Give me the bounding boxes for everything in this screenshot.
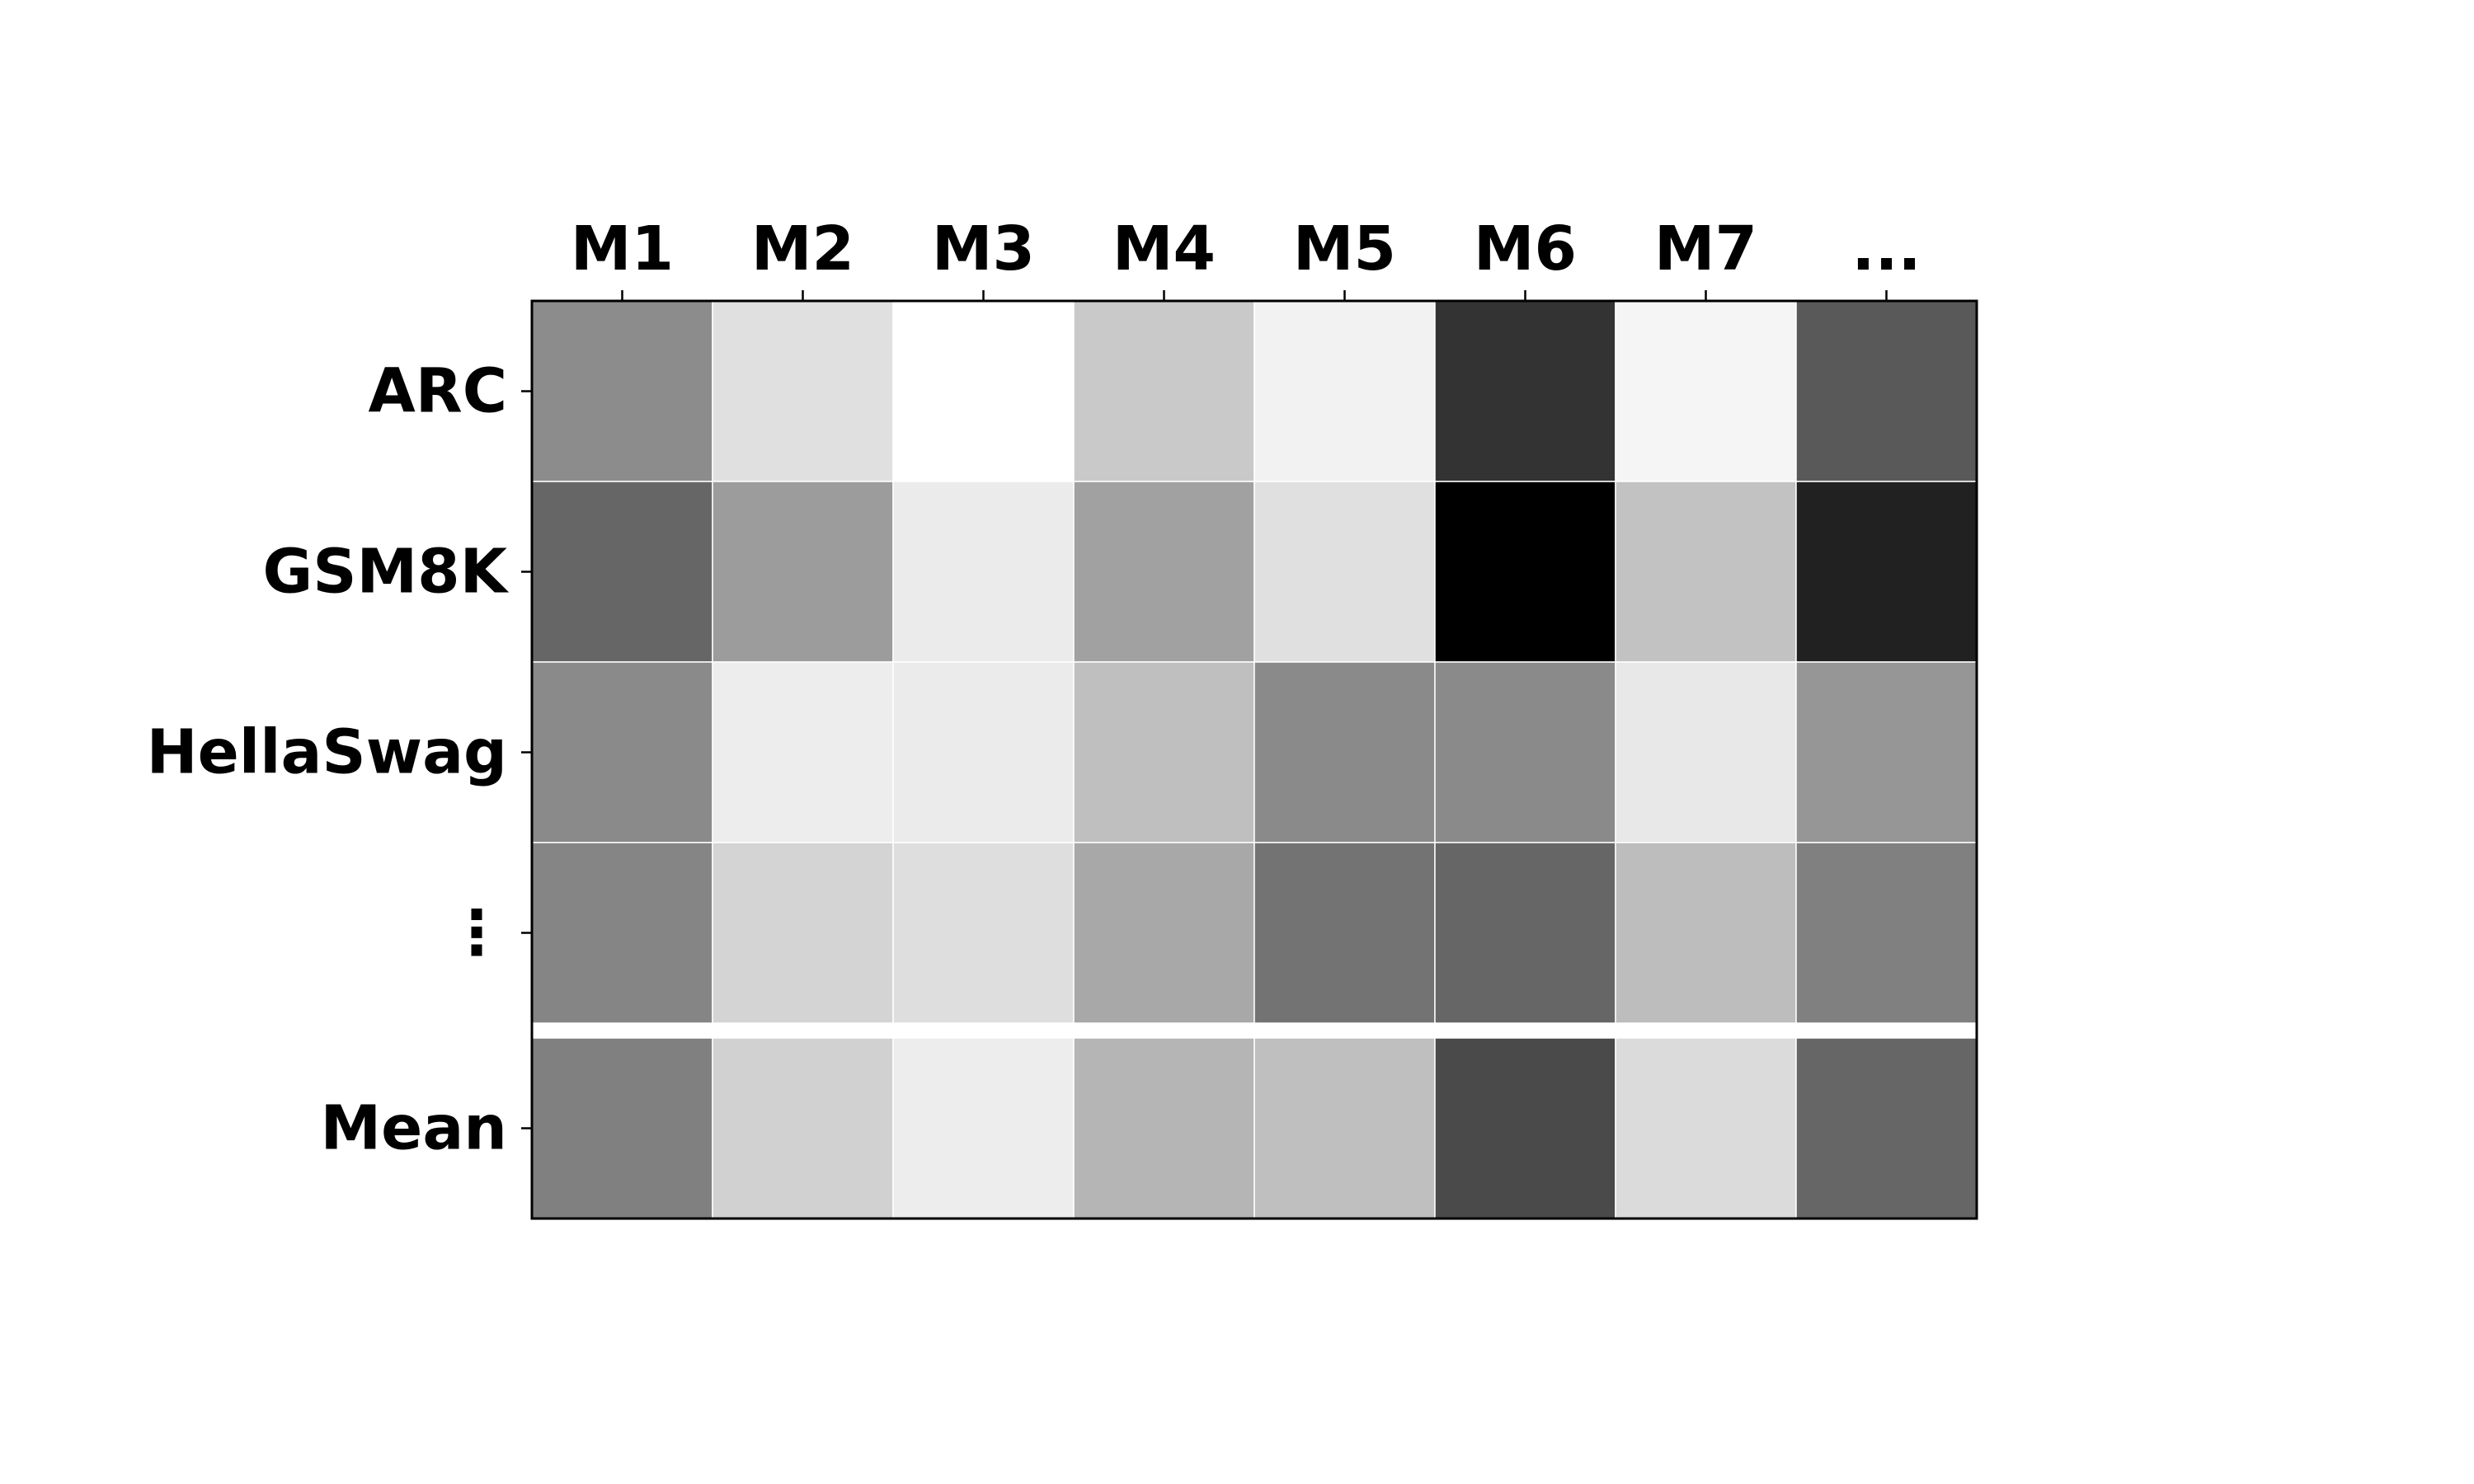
- heatmap-cell-r2-c3: [1073, 661, 1255, 843]
- heatmap-cell-r1-c0: [531, 481, 713, 663]
- heatmap-cell-r0-c6: [1615, 300, 1797, 482]
- heatmap-cell-r2-c4: [1253, 661, 1436, 843]
- heatmap-cell-r4-c1: [712, 1037, 894, 1219]
- heatmap-cell-r1-c6: [1615, 481, 1797, 663]
- heatmap-cell-r4-c3: [1073, 1037, 1255, 1219]
- heatmap-cell-r3-c0: [531, 842, 713, 1024]
- plot-frame: [530, 299, 1978, 1220]
- heatmap-cell-r3-c1: [712, 842, 894, 1024]
- heatmap-cell-r1-c5: [1434, 481, 1616, 663]
- heatmap-cell-r0-c7: [1795, 300, 1978, 482]
- heatmap-cell-r4-c5: [1434, 1037, 1616, 1219]
- plot-border: [530, 299, 1978, 1220]
- heatmap-cell-r2-c2: [892, 661, 1075, 843]
- x-tick-label: M4: [1112, 214, 1216, 284]
- heatmap-cell-r2-c0: [531, 661, 713, 843]
- heatmap-cell-r4-c0: [531, 1037, 713, 1219]
- x-tick-label: M5: [1293, 214, 1396, 284]
- heatmap-cell-r1-c4: [1253, 481, 1436, 663]
- y-tick-label: HellaSwag: [147, 717, 507, 788]
- heatmap-cell-r0-c0: [531, 300, 713, 482]
- heatmap-cell-r2-c6: [1615, 661, 1797, 843]
- heatmap-cell-r3-c7: [1795, 842, 1978, 1024]
- y-axis-ticks: ARC GSM8K HellaSwag ⋮ Mean: [147, 356, 532, 1164]
- heatmap-cell-r2-c7: [1795, 661, 1978, 843]
- heatmap-cell-r3-c5: [1434, 842, 1616, 1024]
- heatmap-cell-r3-c2: [892, 842, 1075, 1024]
- heatmap-cell-r0-c5: [1434, 300, 1616, 482]
- heatmap-cells: [531, 300, 1978, 1219]
- x-tick-label: M6: [1474, 214, 1577, 284]
- heatmap-cell-r4-c4: [1253, 1037, 1436, 1219]
- y-tick-label: GSM8K: [262, 537, 509, 608]
- heatmap-cell-r2-c5: [1434, 661, 1616, 843]
- heatmap-cell-r0-c2: [892, 300, 1075, 482]
- x-tick-label: ...: [1851, 214, 1921, 284]
- heatmap-cell-r2-c1: [712, 661, 894, 843]
- heatmap-cell-r1-c2: [892, 481, 1075, 663]
- heatmap-cell-r3-c3: [1073, 842, 1255, 1024]
- heatmap-cell-r4-c2: [892, 1037, 1075, 1219]
- heatmap-cell-r0-c1: [712, 300, 894, 482]
- y-tick-label: ⋮: [446, 898, 507, 969]
- x-tick-label: M3: [932, 214, 1035, 284]
- heatmap-cell-r3-c4: [1253, 842, 1436, 1024]
- heatmap-cell-r1-c1: [712, 481, 894, 663]
- heatmap-cell-r0-c4: [1253, 300, 1436, 482]
- x-tick-label: M1: [571, 214, 674, 284]
- y-tick-label: Mean: [321, 1093, 507, 1164]
- x-axis-ticks: M1 M2 M3 M4 M5 M6 M7...: [571, 214, 1921, 301]
- x-tick-label: M2: [751, 214, 854, 284]
- heatmap-cell-r4-c6: [1615, 1037, 1797, 1219]
- heatmap-cell-r0-c3: [1073, 300, 1255, 482]
- heatmap-cell-r3-c6: [1615, 842, 1797, 1024]
- y-tick-label: ARC: [368, 356, 507, 427]
- x-tick-label: M7: [1654, 214, 1757, 284]
- heatmap-cell-r1-c3: [1073, 481, 1255, 663]
- heatmap-cell-r4-c7: [1795, 1037, 1978, 1219]
- heatmap-cell-r1-c7: [1795, 481, 1978, 663]
